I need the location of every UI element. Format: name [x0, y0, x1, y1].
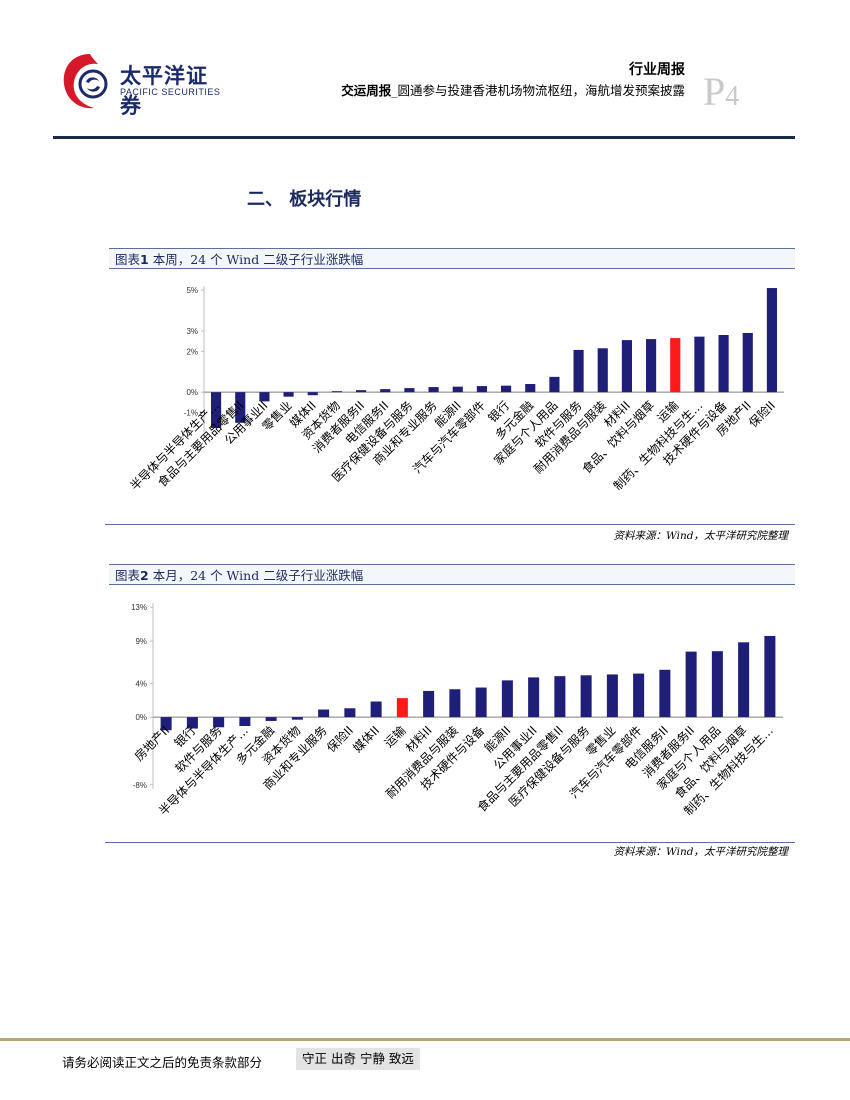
bar: [265, 717, 277, 721]
bar: [501, 385, 512, 393]
y-tick-label: 13%: [131, 603, 147, 612]
bar: [380, 389, 391, 393]
bar: [318, 709, 330, 718]
page-digit: 4: [725, 81, 740, 112]
chart2-monthly-change: 13%9%4%0%-8%房地产II 银行软件与服务半导体与半导体生产…多元金融资本…: [131, 603, 783, 818]
section-title: 二、 板块行情: [247, 189, 362, 210]
logo-emblem-icon: [63, 54, 108, 109]
y-tick-label: 0%: [186, 388, 198, 397]
bar: [213, 717, 225, 728]
bar: [764, 635, 776, 718]
bar: [160, 717, 172, 731]
bar: [621, 340, 632, 393]
bar: [606, 674, 618, 718]
x-category-label: 媒体II: [350, 723, 382, 755]
bar: [452, 386, 463, 393]
chart1-caption-text: 本周，24 个 Wind 二级子行业涨跌幅: [148, 252, 364, 267]
bar: [239, 717, 251, 727]
chart2-caption-text: 本月，24 个 Wind 二级子行业涨跌幅: [148, 568, 364, 583]
bar: [449, 689, 461, 718]
report-headline: 交运周报_圆通参与投建香港机场物流枢纽，海航增发预案披露: [341, 80, 685, 99]
bar: [659, 669, 671, 718]
bar: [646, 339, 657, 393]
report-type: 行业周报: [629, 62, 685, 78]
bar: [554, 676, 566, 718]
x-category-label: 保险II: [745, 398, 778, 431]
y-tick-label: 0%: [135, 713, 147, 722]
footer-motto: 守正 出奇 宁静 致远: [296, 1048, 420, 1070]
bar: [528, 677, 540, 718]
bar: [307, 392, 318, 396]
chart1-source: 资料来源：Wind，太平洋研究院整理: [613, 530, 788, 542]
footer-divider: [0, 1038, 850, 1041]
chart2-bottom-rule: [105, 842, 795, 843]
bar: [718, 335, 729, 393]
bar: [573, 349, 584, 393]
logo-text-en: PACIFIC SECURITIES: [120, 87, 221, 97]
bar: [404, 388, 415, 393]
y-tick-label: 9%: [135, 637, 147, 646]
bar: [235, 392, 246, 423]
bar: [580, 675, 592, 718]
bar: [396, 698, 408, 718]
x-category-label: 保险II: [323, 723, 356, 756]
bar: [186, 717, 198, 729]
chart1-caption-number: 1: [140, 252, 149, 267]
header-divider: [53, 136, 795, 139]
headline-rest: _圆通参与投建香港机场物流枢纽，海航增发预案披露: [391, 83, 685, 98]
bar: [291, 717, 303, 720]
chart2-source: 资料来源：Wind，太平洋研究院整理: [613, 846, 788, 858]
bar: [344, 708, 356, 718]
chart1-caption: 图表1 本周，24 个 Wind 二级子行业涨跌幅: [109, 248, 795, 269]
chart1-bottom-rule: [105, 524, 795, 525]
bar: [525, 384, 536, 393]
y-tick-label: 4%: [135, 679, 147, 688]
logo-text-cn: 太平洋证券: [120, 64, 208, 118]
y-tick-label: -1%: [184, 409, 198, 418]
bar: [711, 651, 723, 718]
company-logo: 太平洋证券 PACIFIC SECURITIES: [62, 50, 222, 118]
bar: [597, 348, 608, 393]
bar: [331, 391, 342, 393]
bar: [476, 386, 487, 393]
page-number: P4: [703, 72, 739, 112]
bar: [423, 690, 435, 718]
chart1-caption-prefix: 图表: [115, 252, 141, 267]
footer-disclaimer: 请务必阅读正文之后的免责条款部分: [62, 1055, 263, 1070]
bar: [742, 332, 753, 393]
bar: [549, 376, 560, 393]
chart2-caption-prefix: 图表: [115, 568, 141, 583]
y-tick-label: 2%: [186, 347, 198, 356]
bar: [211, 392, 222, 428]
bar: [428, 387, 439, 393]
chart2-caption-number: 2: [140, 568, 149, 583]
bar: [766, 288, 777, 393]
chart2-caption: 图表2 本月，24 个 Wind 二级子行业涨跌幅: [109, 564, 795, 585]
bar: [501, 680, 513, 718]
bar: [356, 390, 367, 393]
bar: [283, 392, 294, 397]
bar: [738, 642, 750, 718]
bar: [685, 651, 697, 718]
page-letter: P: [703, 69, 726, 114]
chart1-weekly-change: 5%3%2%0%-1%半导体与半导体生产…食品与主要用品零售II公用事业II零售…: [127, 286, 784, 493]
x-category-label: 房地产II: [131, 723, 172, 764]
y-tick-label: -8%: [133, 781, 147, 790]
bar: [259, 392, 270, 402]
bar: [694, 336, 705, 393]
bar: [370, 701, 382, 718]
bar: [670, 338, 681, 393]
y-tick-label: 5%: [186, 286, 198, 295]
headline-bold: 交运周报: [341, 83, 392, 98]
bar: [633, 673, 645, 718]
y-tick-label: 3%: [186, 327, 198, 336]
bar: [475, 687, 487, 718]
